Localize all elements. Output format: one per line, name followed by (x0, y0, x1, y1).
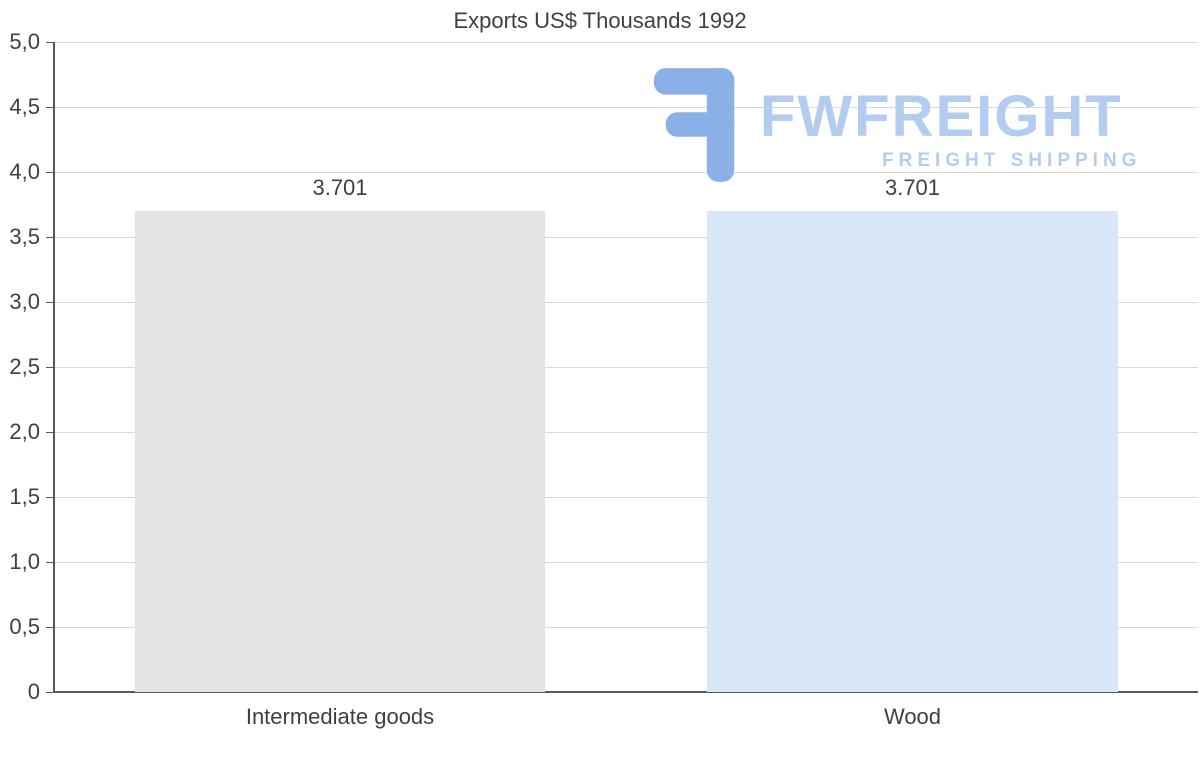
plot-area: 3.701 3.701 (46, 42, 1198, 693)
bar-group-wood: 3.701 (707, 42, 1118, 692)
y-axis-tick-label: 2,5 (9, 354, 40, 379)
y-axis-tick-label: 0 (27, 679, 40, 704)
y-axis-labels: 5,0 4,5 4,0 3,5 3,0 2,5 2,0 1,5 1,0 0,5 0 (0, 29, 40, 704)
y-axis-tick-label: 0,5 (9, 614, 40, 639)
gridline (46, 432, 1198, 433)
bar-value-label: 3.701 (312, 174, 368, 200)
bar-value-label: 3.701 (884, 174, 941, 200)
y-axis-tick-label: 4,0 (9, 159, 40, 184)
gridline (46, 562, 1198, 563)
x-axis-labels: Intermediate goods Wood (55, 704, 1198, 734)
y-axis-tick-label: 3,5 (9, 224, 40, 249)
gridline (46, 237, 1198, 238)
y-axis-tick-label: 1,5 (9, 484, 40, 509)
gridline (46, 42, 1198, 43)
y-axis-line (53, 42, 55, 692)
y-axis-tick-label: 5,0 (9, 29, 40, 54)
x-axis-label-intermediate-goods: Intermediate goods (245, 704, 435, 729)
bar-group-intermediate-goods: 3.701 (135, 42, 545, 692)
y-axis-tick-label: 4,5 (9, 94, 40, 119)
x-axis-line (53, 691, 1198, 693)
bar-wood (707, 210, 1118, 692)
gridline (46, 172, 1198, 173)
gridline (46, 367, 1198, 368)
bar-intermediate-goods (135, 210, 545, 692)
y-axis-tick-label: 1,0 (9, 549, 40, 574)
x-axis-label-wood: Wood (883, 704, 942, 729)
chart-title: Exports US$ Thousands 1992 (453, 8, 747, 33)
gridline (46, 497, 1198, 498)
gridline (46, 302, 1198, 303)
y-axis-tick-label: 2,0 (9, 419, 40, 444)
gridline (46, 627, 1198, 628)
y-axis-tick-label: 3,0 (9, 289, 40, 314)
gridline (46, 107, 1198, 108)
